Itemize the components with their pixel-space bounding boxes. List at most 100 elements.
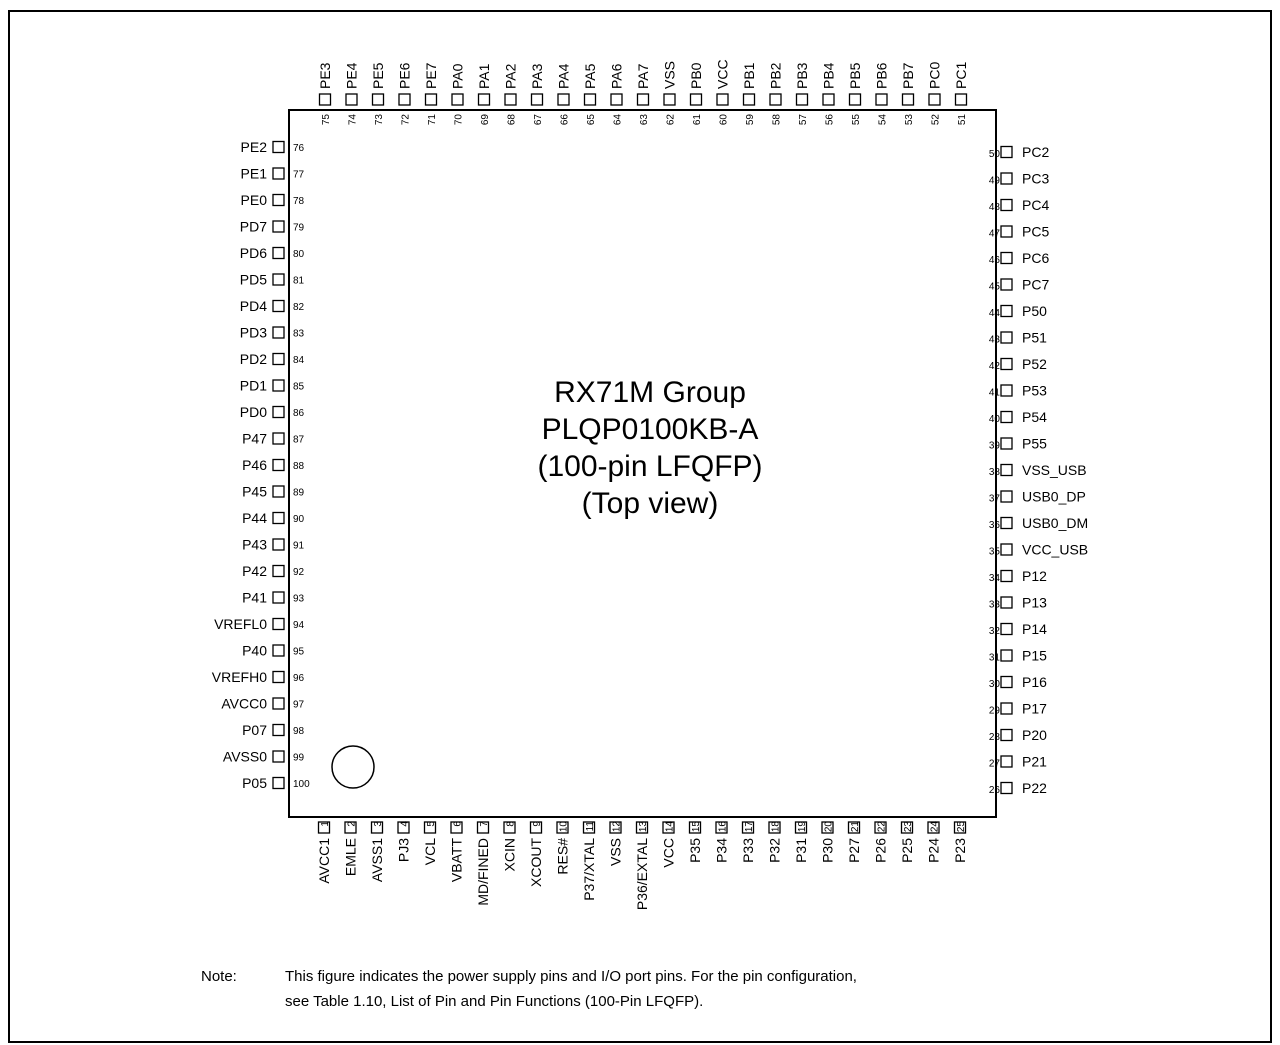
pin-number: 99 [293,753,305,764]
pin-number: 48 [989,202,1001,213]
pin-label: P13 [1022,595,1047,611]
pin-number: 15 [691,821,702,833]
pin-label: P52 [1022,356,1047,372]
pin-pad [848,93,862,106]
chip-title-line: (100-pin LFQFP) [537,450,763,483]
pin-pad [424,93,438,106]
pin-label: PE4 [344,62,360,89]
pin-pad [556,821,569,834]
pin-number: 5 [426,821,437,827]
pin-number: 27 [989,759,1001,770]
pin-pad [371,93,385,106]
pin-number: 73 [374,114,385,126]
pin-pad [716,93,729,106]
pin-label: USB0_DM [1022,515,1088,531]
pin-number: 93 [293,594,305,605]
pin-label: P45 [242,484,267,500]
pin-number: 62 [666,114,677,126]
pin-number: 28 [989,732,1001,743]
pin-pad [847,821,861,834]
pin-pad [636,93,650,106]
pin-number: 32 [989,626,1001,637]
pin-label: AVCC0 [221,696,267,712]
pin-pad [1000,278,1013,291]
pin-label: PC5 [1022,224,1049,240]
pin-pad [1000,649,1013,662]
pin-label: VCC [661,838,677,868]
pin-number: 34 [989,573,1001,584]
pin-pad [1000,622,1013,636]
pin-label: P42 [242,563,267,579]
pin-label: P50 [1022,303,1047,319]
pin-number: 21 [850,821,861,833]
pin-label: XCIN [502,838,518,871]
pin-pad [272,591,285,604]
note-text: This figure indicates the power supply p… [285,964,1135,1014]
pin-number: 65 [586,114,597,126]
pin-number: 86 [293,408,305,419]
pin-number: 33 [989,600,1001,611]
pin-label: PC7 [1022,277,1049,293]
pin-pad [272,352,285,366]
pin-pad [272,193,285,207]
pin-pad [715,821,728,834]
pin-number: 13 [638,821,649,833]
pin-number: 80 [293,249,305,260]
note-text-line: see Table 1.10, List of Pin and Pin Func… [285,993,704,1010]
pin-label: VSS [608,838,624,866]
pin-label: PE7 [423,62,439,89]
pin-pad [1000,357,1013,371]
pin-pad [821,821,834,834]
pin-number: 59 [745,114,756,126]
pin-number: 63 [639,114,650,126]
pin-label: PD4 [240,298,267,314]
pin-number: 4 [400,821,411,827]
chip-title: RX71M Group PLQP0100KB-A (100-pin LFQFP)… [450,374,850,522]
pin-pad [272,273,285,286]
pin-pad [875,93,888,106]
pin-pad [954,93,968,106]
pin-number: 61 [692,114,703,126]
pin-pad [1000,516,1013,530]
pin-pad [1000,145,1013,159]
pin-label: PE1 [241,166,268,182]
pin-label: VREFL0 [214,616,267,632]
pin-label: PC0 [927,62,943,89]
pin-pad [1000,225,1013,238]
pin-number: 9 [532,821,543,827]
pin-label: P15 [1022,648,1047,664]
pin-label: P31 [793,838,809,863]
pin-pad [272,538,285,551]
pin-label: PD1 [240,378,267,394]
pin-label: P47 [242,431,267,447]
pin-pad [272,458,285,472]
pin-pad [610,93,623,106]
pin-number: 71 [427,114,438,126]
pin-label: VCC_USB [1022,542,1088,558]
pin-pad [794,821,808,834]
pin-number: 66 [560,114,571,126]
pin-label: P20 [1022,727,1047,743]
pin-number: 17 [744,821,755,833]
pin-label: PC3 [1022,171,1049,187]
pin-label: VCL [422,838,438,865]
pin-pad [272,697,285,710]
pin-pad [503,821,516,834]
pin-number: 97 [293,700,305,711]
pins-layer: 1 AVCC1 2 EMLE 3 AVSS1 4 PJ3 5 VCL 6 VBATT 7 MD/FINED… [212,59,1088,910]
pin-label: P55 [1022,436,1047,452]
pin-label: PJ3 [396,838,412,862]
pin-label: P24 [926,838,942,863]
pin-pad [662,821,675,834]
pin-pad [451,93,464,106]
pin-number: 77 [293,170,305,181]
pin-number: 56 [825,114,836,126]
pin-label: VSS [662,61,678,89]
pin-label: P32 [767,838,783,863]
pin-number: 6 [453,821,464,827]
pin-number: 43 [989,335,1001,346]
pin-pad [345,93,358,106]
pin-label: P46 [242,457,267,473]
pin-label: AVSS0 [223,749,267,765]
pin-label: AVSS1 [369,838,385,882]
